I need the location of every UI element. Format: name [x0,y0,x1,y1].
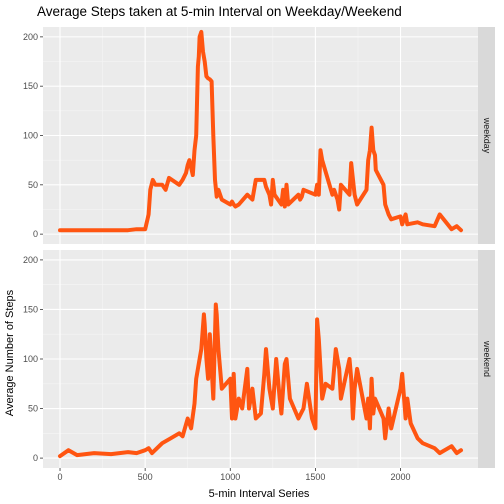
y-tick-label: 100 [23,354,38,364]
x-tick-label: 500 [138,472,153,482]
facet-strip-label: weekend [482,340,492,377]
series-line-weekday [58,29,463,233]
y-tick-label: 200 [23,255,38,265]
y-tick-label: 0 [33,229,38,239]
y-tick-label: 150 [23,304,38,314]
facet-strip [478,250,495,468]
y-axis-title: Average Number of Steps [4,289,16,416]
y-tick-label: 100 [23,131,38,141]
facet-panels: 0 50 100 150 200 weekday 0 50 100 150 200 weekend 0 5… [23,27,495,482]
panel-weekend: 0 50 100 150 200 weekend [23,250,495,468]
y-tick-label: 50 [28,180,38,190]
x-tick-label: 0 [58,472,63,482]
chart-title: Average Steps taken at 5-min Interval on… [37,4,402,19]
series-line-weekend [58,302,463,459]
panel-weekday: 0 50 100 150 200 weekday [23,27,495,244]
y-tick-label: 150 [23,81,38,91]
y-tick-label: 200 [23,32,38,42]
x-tick-label: 1500 [305,472,325,482]
x-tick-label: 2000 [391,472,411,482]
x-tick-label: 1000 [220,472,240,482]
x-axis-title: 5-min Interval Series [209,488,310,500]
facet-strip-label: weekday [482,117,492,154]
facet-strip [478,27,495,244]
y-tick-label: 50 [28,404,38,414]
y-tick-label: 0 [33,453,38,463]
